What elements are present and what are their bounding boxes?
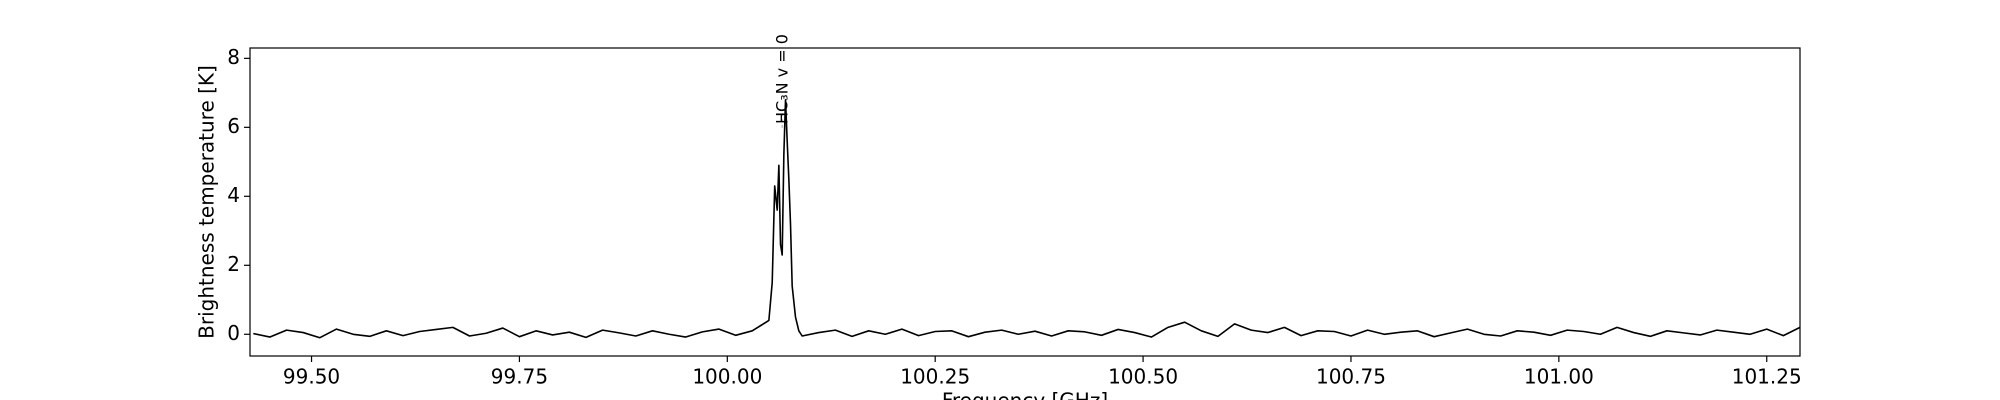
plot-frame [249, 47, 1801, 357]
y-axis-label: Brightness temperature [K] [195, 65, 219, 339]
x-tick-label: 100.25 [900, 365, 970, 389]
x-tick-label: 99.50 [283, 365, 340, 389]
x-axis-label: Frequency [GHz] [942, 389, 1108, 400]
y-tick-label: 6 [227, 114, 240, 138]
spectrum-line [253, 98, 1801, 339]
x-tick-label: 100.50 [1108, 365, 1178, 389]
x-tick-label: 99.75 [491, 365, 548, 389]
x-tick-label: 100.75 [1316, 365, 1386, 389]
y-tick-label: 0 [227, 321, 240, 345]
x-tick-label: 101.00 [1524, 365, 1594, 389]
annotation: HC₃N v = 0 [773, 34, 792, 124]
y-tick-label: 2 [227, 252, 240, 276]
x-tick-label: 101.25 [1732, 365, 1802, 389]
x-tick-label: 100.00 [692, 365, 762, 389]
y-tick-label: 4 [227, 183, 240, 207]
y-tick-label: 8 [227, 45, 240, 69]
